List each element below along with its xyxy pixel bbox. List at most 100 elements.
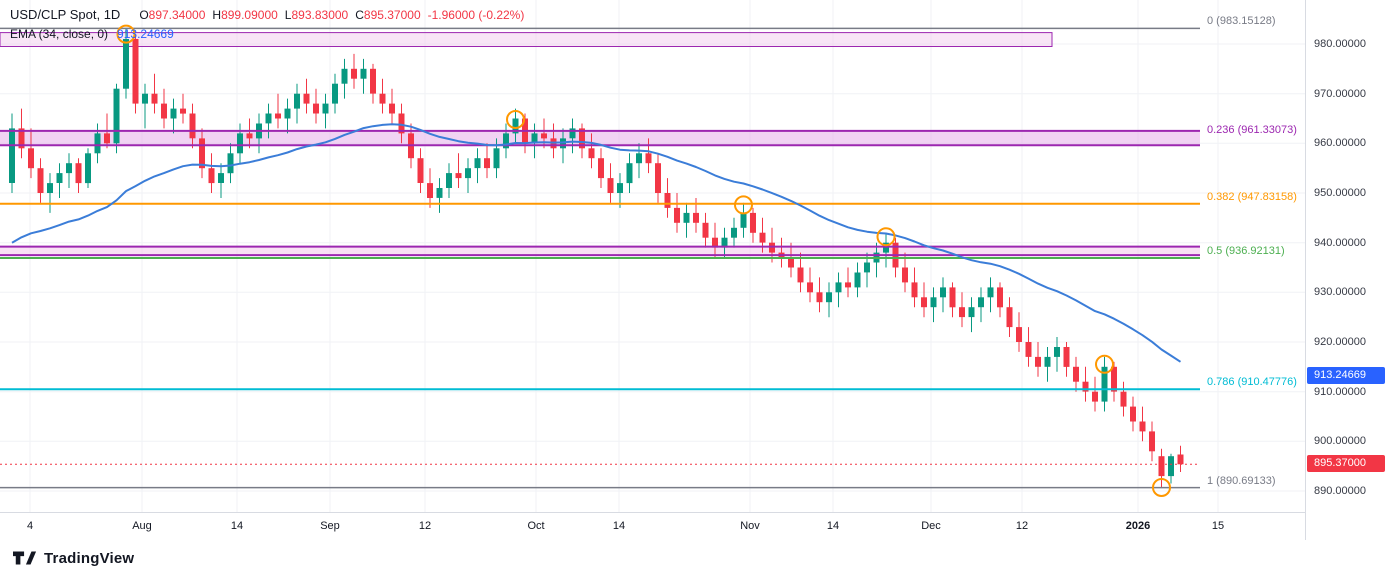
candle-body: [275, 113, 281, 119]
chart-pane[interactable]: USD/CLP Spot, 1D O897.34000 H899.09000 L893…: [0, 0, 1305, 512]
candle-body: [341, 68, 348, 84]
open-label: O: [139, 8, 149, 22]
time-axis-label: 14: [230, 520, 244, 532]
candle-body: [246, 133, 253, 139]
candle-body: [436, 188, 443, 198]
swing-marker[interactable]: [116, 24, 136, 44]
candle-body: [1168, 456, 1174, 477]
candle-body: [816, 292, 823, 303]
candle-body: [721, 237, 728, 248]
last-price-badge: 895.37000: [1307, 455, 1385, 472]
candle-body: [588, 148, 595, 159]
candle-body: [180, 108, 186, 114]
price-axis-label: 970.00000: [1314, 88, 1366, 100]
legend: USD/CLP Spot, 1D O897.34000 H899.09000 L893…: [10, 5, 524, 43]
low-label: L: [284, 8, 292, 22]
bottom-toolbar: TradingView: [0, 541, 1388, 575]
price-axis[interactable]: 980.00000 970.00000 960.00000 950.00000 940.…: [1305, 0, 1388, 540]
candle-body: [607, 178, 614, 193]
candle-body: [541, 133, 547, 139]
candle-body: [740, 212, 747, 228]
price-axis-label: 930.00000: [1314, 286, 1366, 298]
candle-body: [683, 212, 690, 223]
candle-body: [693, 212, 699, 223]
candle-body: [835, 282, 842, 293]
tradingview-logo[interactable]: TradingView: [13, 550, 134, 567]
candle-body: [237, 133, 243, 154]
ema-value-badge: 913.24669: [1307, 367, 1385, 384]
candle-body: [208, 168, 215, 184]
candle-body: [1130, 406, 1136, 422]
candle-body: [37, 168, 44, 193]
candle-body: [151, 93, 158, 104]
fib-label-0.382: 0.382 (947.83158): [1207, 191, 1297, 203]
candle-body: [75, 163, 82, 184]
swing-marker[interactable]: [734, 195, 753, 215]
candle-body: [56, 173, 63, 183]
candle-body: [569, 128, 576, 139]
candle-body: [132, 39, 139, 104]
candle-body: [930, 297, 937, 308]
candle-body: [769, 242, 775, 253]
candle-body: [28, 148, 34, 169]
time-axis-label: Oct: [527, 520, 545, 532]
candle-body: [797, 267, 804, 283]
low-value: 893.83000: [291, 8, 349, 22]
tradingview-logo-text: TradingView: [44, 549, 135, 567]
time-axis-label: Dec: [921, 520, 941, 532]
candle-body: [655, 163, 661, 193]
time-axis-label: Aug: [132, 520, 152, 532]
time-axis-label: 4: [26, 520, 34, 532]
symbol-ohlc-row: USD/CLP Spot, 1D O897.34000 H899.09000 L893…: [10, 5, 524, 24]
swing-marker[interactable]: [1095, 354, 1114, 374]
fib-band-0.5[interactable]: [0, 246, 1200, 255]
candle-body: [1111, 366, 1117, 392]
fib-label-0.786: 0.786 (910.47776): [1207, 376, 1297, 388]
indicator-name[interactable]: EMA (34, close, 0): [10, 27, 109, 41]
supply-zone[interactable]: [0, 32, 1053, 47]
candles-series: [9, 28, 1184, 488]
candle-body: [227, 153, 234, 174]
price-axis-label: 960.00000: [1314, 137, 1366, 149]
candle-body: [512, 118, 519, 134]
candle-body: [294, 93, 300, 109]
candle-body: [864, 262, 870, 273]
candle-body: [503, 133, 509, 149]
price-axis-label: 980.00000: [1314, 38, 1366, 50]
time-axis-label: 12: [1015, 520, 1029, 532]
candle-body: [484, 158, 490, 169]
symbol-title[interactable]: USD/CLP Spot, 1D: [10, 7, 121, 22]
candle-body: [1063, 347, 1070, 367]
candle-body: [1092, 391, 1098, 402]
ema-line[interactable]: [11, 123, 1182, 363]
candle-body: [921, 297, 927, 308]
candle-body: [389, 103, 395, 114]
candle-body: [1035, 356, 1041, 367]
candle-body: [1082, 381, 1089, 392]
candle-body: [968, 307, 975, 318]
time-axis-label: Sep: [320, 520, 340, 532]
candle-body: [598, 158, 604, 179]
candle-body: [218, 173, 224, 183]
candle-body: [465, 168, 471, 179]
fib-label-0.5: 0.5 (936.92131): [1207, 245, 1285, 257]
fib-band-0.236[interactable]: [0, 130, 1200, 146]
candle-body: [664, 193, 671, 208]
candlestick-chart[interactable]: [0, 0, 1305, 512]
time-axis-label: Nov: [740, 520, 760, 532]
candle-body: [617, 183, 623, 193]
candle-body: [911, 282, 918, 298]
candle-body: [199, 138, 205, 169]
candle-body: [712, 237, 718, 248]
swing-marker[interactable]: [1152, 478, 1171, 497]
candle-body: [1101, 366, 1108, 402]
swing-marker[interactable]: [876, 227, 896, 247]
candle-body: [1139, 421, 1146, 432]
swing-marker[interactable]: [506, 110, 525, 129]
open-value: 897.34000: [148, 8, 206, 22]
time-axis[interactable]: 4 Aug 14 Sep 12 Oct 14 Nov 14 Dec 12 2026 15: [0, 512, 1305, 542]
candle-body: [189, 113, 196, 139]
candle-body: [579, 128, 585, 149]
candle-body: [1044, 356, 1051, 367]
